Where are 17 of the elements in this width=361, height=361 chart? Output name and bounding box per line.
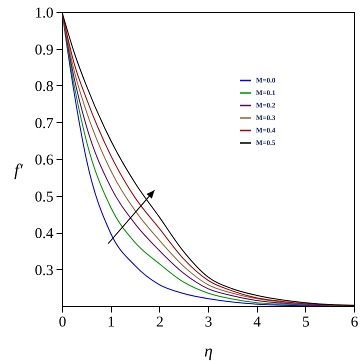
y-tick-label: 0.6 [34,152,54,168]
y-tick-label: 0.5 [34,189,54,206]
x-axis-title: η [204,342,213,360]
y-tick-label: 0.9 [34,42,54,58]
x-tick-label: 0 [58,314,66,330]
x-tick-label: 4 [253,314,262,330]
x-tick-label: 2 [156,314,164,330]
y-tick-label: 0.3 [34,262,54,279]
x-tick-label: 3 [204,314,212,330]
y-axis-title: f′ [14,160,23,180]
y-tick-label: 0.7 [34,116,54,132]
y-tick-label: 0.8 [34,79,54,95]
x-tick-label: 5 [302,314,310,330]
x-tick-label: 6 [350,314,359,330]
y-tick-label: 0.4 [34,226,54,242]
x-tick-label: 1 [107,314,115,330]
y-tick-label: 1.0 [34,6,54,22]
